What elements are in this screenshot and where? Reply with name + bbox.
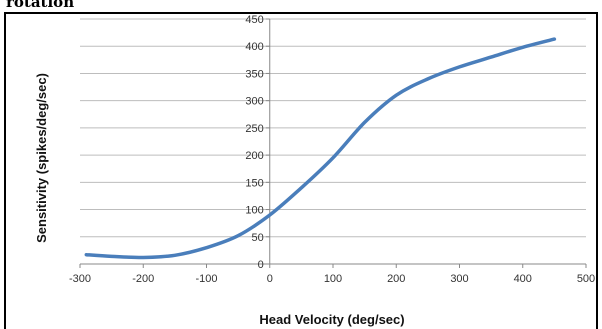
- y-axis-label: Sensitivity (spikes/deg/sec): [34, 73, 49, 243]
- y-tick-label: 400: [245, 41, 263, 53]
- x-tick-label: 400: [514, 273, 532, 285]
- chart-frame: [4, 12, 598, 329]
- y-tick-label: 0: [258, 259, 264, 271]
- y-tick-label: 250: [245, 123, 263, 135]
- x-tick-label: 200: [387, 273, 405, 285]
- x-tick-label: 500: [577, 273, 595, 285]
- x-tick-label: -100: [195, 273, 217, 285]
- x-tick-label: 100: [324, 273, 342, 285]
- x-tick-label: 0: [267, 273, 273, 285]
- y-tick-label: 150: [245, 177, 263, 189]
- sensitivity-line: [84, 37, 557, 260]
- x-tick-label: 300: [450, 273, 468, 285]
- y-tick-label: 450: [245, 14, 263, 26]
- x-tick-label: -300: [69, 273, 91, 285]
- header-text: rotation: [6, 0, 75, 11]
- y-tick-label: 100: [245, 205, 263, 217]
- y-tick-label: 350: [245, 68, 263, 80]
- x-axis-label: Head Velocity (deg/sec): [259, 312, 404, 327]
- y-tick-label: 50: [252, 232, 264, 244]
- y-tick-label: 300: [245, 96, 263, 108]
- y-tick-label: 200: [245, 150, 263, 162]
- x-tick-label: -200: [132, 273, 154, 285]
